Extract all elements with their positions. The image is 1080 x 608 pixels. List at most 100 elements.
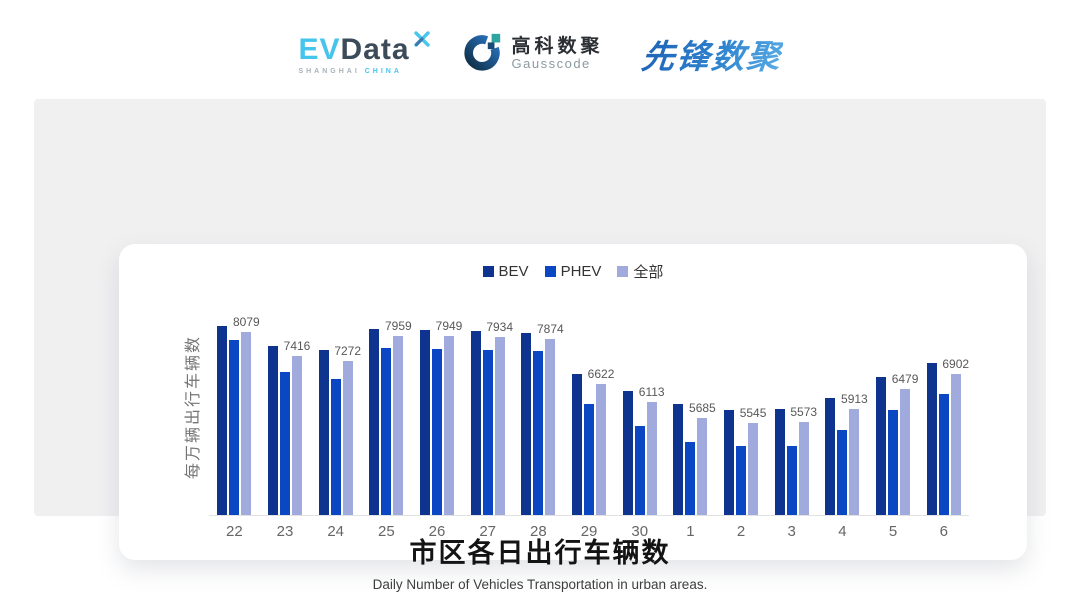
- bar-group: 5913: [817, 299, 868, 515]
- chart-caption: 市区各日出行车辆数 Daily Number of Vehicles Trans…: [0, 531, 1080, 592]
- bar-phev: [786, 446, 797, 515]
- y-axis-title: 每万辆出行车辆数: [185, 334, 202, 480]
- bar-bev: [470, 331, 481, 515]
- x-tick-label: 26: [428, 523, 446, 540]
- bar-phev: [381, 347, 392, 515]
- legend-item-all[interactable]: 全部: [617, 261, 663, 282]
- bar-all: 6113: [639, 385, 665, 515]
- bar-bev: [521, 333, 532, 515]
- bar-group: 7874: [513, 299, 564, 515]
- bar-all: 5913: [841, 392, 868, 515]
- bar-bev: [825, 397, 836, 515]
- gausscode-g-icon: [462, 31, 504, 78]
- data-label: 6113: [638, 385, 665, 400]
- bar-group: 6113: [614, 299, 665, 515]
- bar-phev: [584, 404, 595, 515]
- evdata-wordmark: EV Data: [298, 33, 409, 67]
- data-label: 7272: [334, 343, 362, 358]
- bar-all: 7959: [385, 319, 412, 515]
- page-subtitle: Daily Number of Vehicles Transportation …: [372, 577, 708, 592]
- data-label: 5573: [790, 404, 818, 419]
- x-tick-label: 27: [479, 523, 497, 540]
- bar-all: 5545: [740, 406, 766, 515]
- bar-phev: [432, 348, 443, 515]
- bar-all: 6902: [942, 357, 969, 515]
- data-label: 5545: [739, 405, 767, 420]
- x-tick-label: 22: [225, 523, 243, 540]
- bar-group: 7949: [412, 299, 462, 515]
- legend-item-phev[interactable]: PHEV: [544, 263, 602, 280]
- bar-group: 5573: [766, 299, 817, 515]
- bar-phev: [280, 372, 290, 515]
- bar-bev: [724, 409, 735, 515]
- bar-bev: [876, 377, 887, 515]
- sparkle-icon: [412, 29, 432, 54]
- bar-bev: [622, 390, 633, 515]
- bar-phev: [533, 351, 544, 515]
- bar-phev: [330, 379, 341, 515]
- bar-group: 5545: [716, 299, 766, 515]
- x-tick-label: 30: [631, 523, 649, 540]
- data-label: 5913: [841, 392, 868, 407]
- evdata-sub-right: CHINA: [364, 68, 402, 75]
- data-label: 6479: [891, 372, 919, 387]
- content-panel: BEV PHEV 全部 每万辆出行车辆数 8079 7416 7272 7959 794…: [34, 99, 1046, 560]
- x-tick-label: 4: [838, 523, 847, 540]
- gausscode-en-text: Gausscode: [511, 56, 591, 72]
- x-tick-label: 5: [888, 523, 898, 540]
- bar-all: 6622: [588, 367, 614, 515]
- page-title: 市区各日出行车辆数: [409, 538, 671, 568]
- bar-phev: [634, 425, 645, 515]
- legend-item-bev[interactable]: BEV: [482, 263, 529, 280]
- legend-swatch-phev: [544, 266, 556, 277]
- bar-phev: [229, 339, 240, 515]
- data-label: 6622: [587, 366, 615, 381]
- legend-label-phev: PHEV: [560, 263, 602, 280]
- bar-group: 8079: [209, 299, 260, 515]
- gausscode-wordmark: 高科数聚 Gausscode: [512, 37, 604, 71]
- bar-all: 5573: [790, 405, 817, 515]
- data-label: 5685: [689, 400, 716, 415]
- gausscode-cn-text: 高科数聚: [511, 36, 604, 58]
- bar-bev: [318, 349, 329, 515]
- evdata-logo: EV Data SHANGHAI CHINA: [298, 31, 430, 75]
- legend-label-bev: BEV: [498, 263, 529, 280]
- bar-all: 7416: [284, 339, 310, 515]
- x-axis-labels: 22 23 24 25 26 27 28 29 30 1 2 3 4 5 6: [209, 523, 969, 540]
- gausscode-logo: 高科数聚 Gausscode: [462, 31, 604, 78]
- bar-bev: [572, 374, 583, 515]
- bar-bev: [926, 362, 937, 515]
- bar-group: 7272: [310, 299, 361, 515]
- bar-all: 6479: [892, 372, 918, 515]
- bar-group: 7416: [260, 299, 310, 515]
- evdata-data-text: Data: [340, 33, 410, 66]
- evdata-ev-text: EV: [298, 33, 341, 66]
- data-label: 8079: [232, 314, 260, 329]
- data-label: 7949: [435, 319, 463, 334]
- x-tick-label: 28: [530, 523, 547, 540]
- bar-bev: [369, 328, 380, 515]
- data-label: 7934: [486, 319, 514, 334]
- data-label: 7959: [384, 319, 412, 333]
- data-label: 7416: [283, 338, 311, 353]
- legend-swatch-all: [617, 266, 629, 277]
- bar-group: 7934: [462, 299, 513, 515]
- bar-all: 7949: [436, 319, 462, 515]
- chart-legend: BEV PHEV 全部: [119, 261, 1027, 282]
- bar-group: 6622: [564, 299, 614, 515]
- bar-phev: [685, 442, 696, 515]
- x-tick-label: 2: [736, 523, 746, 540]
- bar-phev: [837, 429, 848, 515]
- bar-group: 6902: [918, 299, 969, 515]
- x-tick-label: 29: [580, 523, 598, 540]
- bar-bev: [217, 326, 228, 515]
- x-tick-label: 6: [939, 523, 948, 540]
- bar-bev: [774, 408, 785, 515]
- legend-swatch-bev: [482, 266, 494, 277]
- bar-phev: [938, 393, 949, 515]
- bar-bev: [673, 404, 684, 515]
- legend-label-all: 全部: [633, 264, 664, 281]
- bar-phev: [888, 409, 899, 515]
- bar-all: 7934: [486, 320, 513, 515]
